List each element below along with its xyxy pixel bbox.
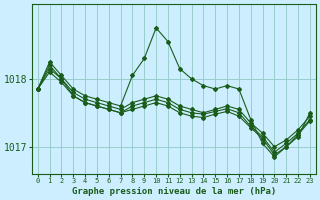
X-axis label: Graphe pression niveau de la mer (hPa): Graphe pression niveau de la mer (hPa) xyxy=(72,187,276,196)
